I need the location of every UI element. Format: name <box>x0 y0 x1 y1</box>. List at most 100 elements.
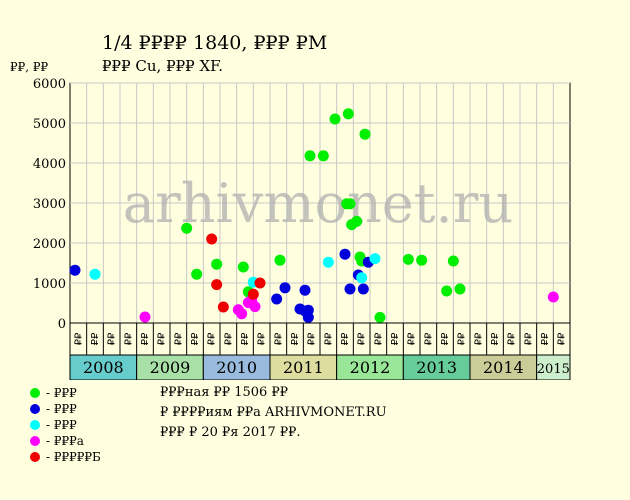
data-point <box>299 284 311 296</box>
y-tick-label: 6000 <box>33 77 66 92</box>
data-point <box>357 283 369 295</box>
data-point <box>317 150 329 162</box>
quarter-label: ₽₽ <box>107 332 118 345</box>
quarter-label: ₽₽ <box>473 332 484 345</box>
data-point <box>356 272 368 284</box>
y-tick-label: 1000 <box>33 277 66 292</box>
quarter-label: ₽₽ <box>390 332 401 345</box>
y-tick-label: 2000 <box>33 237 66 252</box>
data-point <box>271 293 283 305</box>
year-band <box>269 354 338 380</box>
data-point <box>441 285 453 297</box>
quarter-label: ₽₽ <box>123 332 134 345</box>
legend-dot <box>30 436 40 446</box>
data-point <box>139 311 151 323</box>
data-point <box>344 198 356 210</box>
note-line: ₽₽₽ная ₽₽ 1506 ₽₽ <box>160 385 288 400</box>
legend-dot <box>30 452 40 462</box>
y-tick-label: 4000 <box>33 157 66 172</box>
data-point <box>339 248 351 260</box>
data-point <box>374 311 386 323</box>
quarter-label: ₽₽ <box>507 332 518 345</box>
data-point <box>369 253 381 265</box>
quarter-axis: ₽₽ ₽₽ ₽₽ ₽₽ ₽₽ ₽₽ ₽₽ ₽₽ ₽₽ ₽₽ ₽₽ ₽₽ ₽₽ ₽₽ ₽₽ ₽₽ ₽₽ ₽₽ ₽₽ ₽₽… <box>69 322 571 356</box>
data-point <box>211 279 223 291</box>
data-point <box>274 254 286 266</box>
data-point <box>191 268 203 280</box>
data-point <box>236 308 248 320</box>
quarter-label: ₽₽ <box>273 332 284 345</box>
data-point <box>344 283 356 295</box>
legend-item: - ₽₽₽ <box>30 401 101 417</box>
year-band <box>69 354 138 380</box>
legend-item: - ₽₽₽₽₽Б <box>30 449 101 465</box>
data-point <box>254 277 266 289</box>
data-point <box>304 150 316 162</box>
data-point <box>322 256 334 268</box>
chart-subtitle: ₽₽₽ Cu, ₽₽₽ XF. <box>102 57 223 75</box>
quarter-label: ₽₽ <box>340 332 351 345</box>
quarter-label: ₽₽ <box>190 332 201 345</box>
data-point <box>211 258 223 270</box>
year-label: 2009 <box>150 358 191 377</box>
price-scatter-chart: arhivmonet.ru 0100020003000400050006000 … <box>33 77 571 380</box>
watermark-text: arhivmonet.ru <box>123 172 513 235</box>
quarter-label: ₽₽ <box>490 332 501 345</box>
data-point <box>206 233 218 245</box>
data-point <box>447 255 459 267</box>
data-point <box>217 301 229 313</box>
y-tick-label: 0 <box>58 317 66 332</box>
chart-title: 1/4 ₽₽₽₽ 1840, ₽₽₽ ₽М <box>102 32 328 54</box>
quarter-label: ₽₽ <box>407 332 418 345</box>
quarter-label: ₽₽ <box>423 332 434 345</box>
legend-item: - ₽₽₽а <box>30 433 101 449</box>
data-point <box>69 264 81 276</box>
quarter-label: ₽₽ <box>540 332 551 345</box>
quarter-label: ₽₽ <box>173 332 184 345</box>
data-point <box>329 113 341 125</box>
year-axis: 2008 2009 2010 2011 2012 2013 2014 2015 <box>69 354 571 380</box>
data-point <box>402 253 414 265</box>
legend-item: - ₽₽₽ <box>30 417 101 433</box>
quarter-label: ₽₽ <box>523 332 534 345</box>
quarter-label: ₽₽ <box>373 332 384 345</box>
legend-label: - ₽₽₽ <box>46 418 77 432</box>
year-band <box>536 354 571 380</box>
data-point <box>547 291 559 303</box>
legend-dot <box>30 420 40 430</box>
data-point <box>247 288 259 300</box>
data-point <box>249 301 261 313</box>
data-point <box>454 283 466 295</box>
legend-label: - ₽₽₽а <box>46 434 84 448</box>
quarter-label: ₽₽ <box>240 332 251 345</box>
y-tick-label: 3000 <box>33 197 66 212</box>
year-label: 2012 <box>350 358 391 377</box>
legend-item: - ₽₽₽ <box>30 385 101 401</box>
legend-label: - ₽₽₽₽₽Б <box>46 450 101 464</box>
quarter-label: ₽₽ <box>290 332 301 345</box>
quarter-label: ₽₽ <box>457 332 468 345</box>
quarter-label: ₽₽ <box>357 332 368 345</box>
data-point <box>302 311 314 323</box>
quarter-label: ₽₽ <box>157 332 168 345</box>
data-point <box>359 128 371 140</box>
chart-notes: ₽₽₽ная ₽₽ 1506 ₽₽ ₽ ₽₽₽₽иям ₽₽а ARHIVMON… <box>160 383 387 443</box>
year-label: 2008 <box>83 358 124 377</box>
year-label: 2010 <box>216 358 257 377</box>
legend-dot <box>30 388 40 398</box>
quarter-label: ₽₽ <box>307 332 318 345</box>
data-point <box>416 254 428 266</box>
quarter-label: ₽₽ <box>73 332 84 345</box>
legend-label: - ₽₽₽ <box>46 386 77 400</box>
data-point <box>351 215 363 227</box>
year-label: 2011 <box>283 358 324 377</box>
quarter-label: ₽₽ <box>223 332 234 345</box>
y-tick-labels: 0 1000 2000 3000 4000 5000 6000 <box>33 77 66 332</box>
legend-label: - ₽₽₽ <box>46 402 77 416</box>
data-point <box>342 108 354 120</box>
quarter-label: ₽₽ <box>323 332 334 345</box>
note-line: ₽ ₽₽₽₽иям ₽₽а ARHIVMONET.RU <box>160 405 387 420</box>
note-line: ₽₽₽ ₽ 20 ₽я 2017 ₽₽. <box>160 425 301 440</box>
year-label: 2015 <box>537 362 570 377</box>
data-points <box>69 108 559 323</box>
